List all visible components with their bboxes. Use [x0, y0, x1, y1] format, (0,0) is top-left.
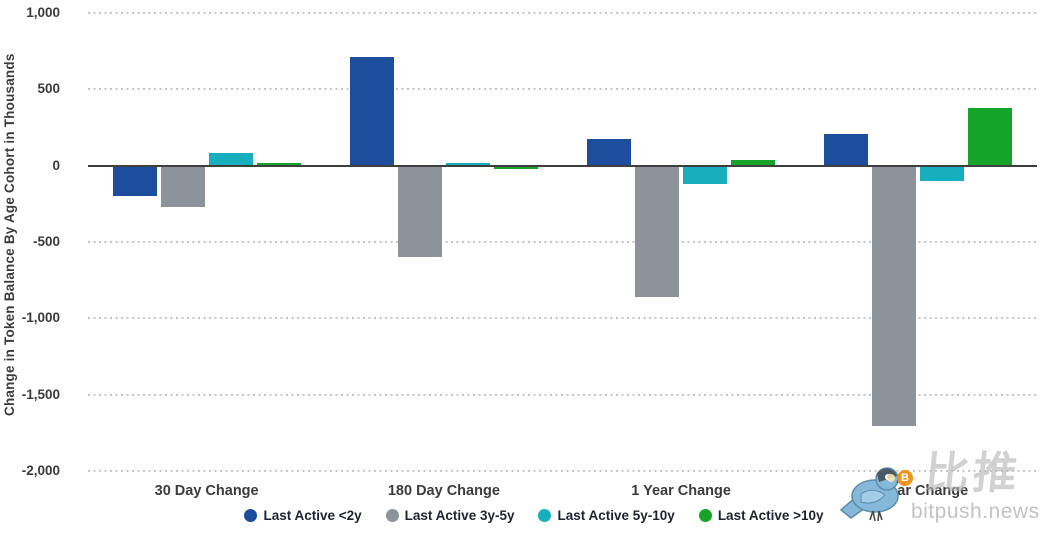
bar — [349, 57, 394, 166]
y-tick-label: -1,000 — [21, 310, 60, 326]
y-gridline — [88, 12, 1037, 14]
y-tick-label: -2,000 — [21, 463, 60, 478]
legend-dot-icon — [244, 509, 258, 522]
y-gridline — [88, 470, 1037, 472]
legend-label: Last Active 3y-5y — [404, 508, 515, 523]
legend-item: Last Active <2y — [244, 508, 362, 523]
x-category-label: 180 Day Change — [387, 483, 500, 499]
bar — [208, 153, 253, 166]
bar — [635, 165, 680, 297]
bar — [683, 165, 728, 184]
bar — [256, 163, 301, 166]
bar — [493, 165, 538, 169]
y-tick-label: 500 — [37, 81, 60, 97]
bar — [872, 165, 917, 426]
y-gridline — [88, 88, 1037, 91]
legend: Last Active <2y Last Active 3y-5y Last Act… — [12, 508, 1044, 523]
bar — [397, 165, 442, 258]
bar — [731, 159, 776, 166]
legend-item: Last Active 5y-10y — [538, 508, 675, 523]
bar — [445, 162, 490, 166]
x-axis-line — [88, 164, 1037, 167]
legend-dot-icon — [385, 509, 399, 522]
bar — [920, 165, 965, 181]
legend-label: Last Active >10y — [717, 508, 824, 523]
y-gridline — [88, 393, 1037, 396]
y-gridline — [88, 241, 1037, 243]
y-tick-label: 1,000 — [26, 5, 60, 20]
legend-label: Last Active 5y-10y — [557, 508, 675, 523]
x-category-label: 2 Year Change — [868, 483, 969, 499]
bar — [968, 107, 1013, 166]
legend-item: Last Active 3y-5y — [385, 508, 515, 523]
legend-item: Last Active >10y — [698, 508, 824, 523]
bar — [112, 165, 157, 197]
bar — [824, 134, 869, 166]
y-tick-label: -500 — [32, 234, 60, 249]
bar — [587, 138, 632, 166]
y-tick-label: -1,500 — [21, 386, 60, 402]
y-gridline — [88, 317, 1037, 320]
legend-label: Last Active <2y — [263, 508, 362, 523]
legend-dot-icon — [538, 509, 552, 522]
bar — [160, 165, 205, 207]
legend-dot-icon — [698, 509, 712, 522]
x-category-label: 1 Year Change — [631, 483, 731, 499]
y-tick-label: 0 — [52, 157, 60, 173]
x-category-label: 30 Day Change — [154, 483, 259, 499]
